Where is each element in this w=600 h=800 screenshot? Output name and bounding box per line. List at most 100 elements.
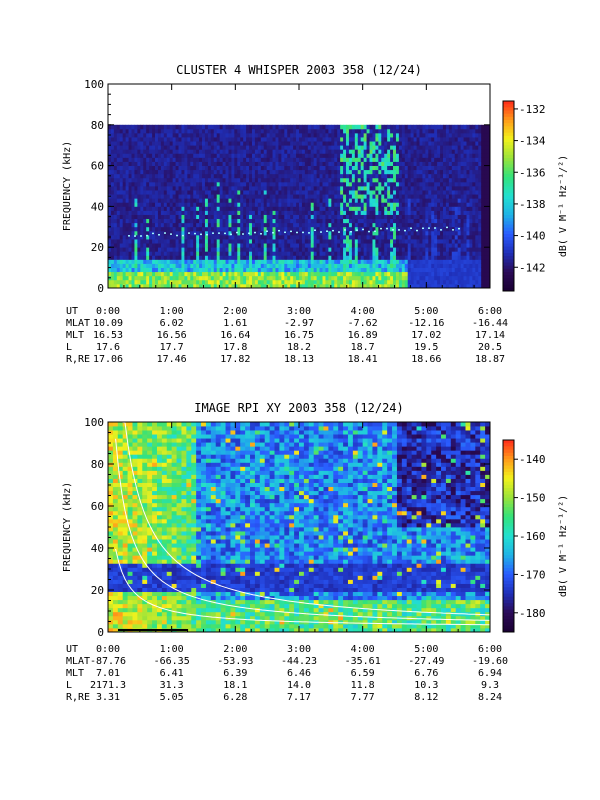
spectrogram-cell [472,255,476,260]
spectrogram-cell [196,275,200,281]
spectrogram-cell [395,186,400,191]
spectrogram-cell [454,247,459,252]
spectrogram-cell [202,210,206,215]
spectrogram-cell [149,234,153,240]
spectrogram-cell [263,132,268,138]
spectrogram-cell [116,214,121,220]
spectrogram-cell [287,141,291,146]
spectrogram-cell [466,243,470,248]
spectrogram-cell [307,214,312,220]
spectrogram-cell [378,275,382,281]
spectrogram-cell [202,190,206,195]
spectrogram-cell [187,149,191,154]
spectrogram-cell [140,202,144,207]
spectrogram-cell [125,239,129,244]
spectrogram-cell [413,239,417,244]
spectrogram-cell [110,198,115,203]
spectrogram-cell [293,169,297,175]
spectrogram-cell [166,214,171,220]
spectrogram-cell [366,145,370,150]
spectrogram-cell [155,247,159,252]
spectrogram-cell [434,165,438,171]
spectrogram-cell [216,141,221,146]
spectrogram-cell [384,263,388,268]
spectrogram-cell [193,214,197,220]
spectrogram-cell [181,128,185,134]
spectrogram-cell [425,161,429,166]
spectrogram-cell [225,141,229,146]
spectrogram-cell [190,263,194,268]
spectrogram-cell [210,145,215,150]
spectrogram-cell [451,124,456,130]
spectrogram-cell [175,255,179,260]
spectrogram-cell [419,214,423,220]
spectrogram-cell [169,275,174,281]
spectrogram-cell [296,239,300,244]
spectrogram-cell [210,271,215,277]
spectrogram-cell [234,267,238,273]
spectrogram-cell [310,173,315,179]
spectrogram-cell [146,251,150,256]
spectrogram-cell [231,222,235,228]
spectrogram-cell [246,255,250,260]
spectrogram-cell [199,141,203,146]
spectrogram-cell [457,247,462,252]
spectrogram-cell [122,190,127,195]
spectrogram-cell [152,206,156,211]
spectrogram-cell [457,239,462,244]
spectrogram-cell [175,149,179,154]
spectrogram-cell [202,230,206,236]
spectrogram-cell [410,198,414,203]
spectrogram-cell [413,124,417,130]
spectrogram-cell [384,165,388,171]
spectrogram-cell [381,263,385,268]
spectrogram-cell [231,149,235,154]
spectrogram-cell [457,177,462,183]
spectrogram-cell [202,194,206,199]
spectrogram-cell [116,218,121,224]
spectrogram-cell [193,137,197,142]
spectrogram-cell [146,259,150,264]
spectrogram-cell [325,206,329,211]
spectrogram-cell [146,149,150,154]
spectrogram-cell [181,267,185,273]
spectrogram-cell [219,161,223,166]
spectrogram-cell [404,177,409,183]
spectrogram-cell [319,153,323,158]
spectrogram-cell [228,124,232,130]
spectrogram-cell [381,251,385,256]
spectrogram-cell [451,283,456,289]
spectrogram-cell [354,206,359,211]
spectrogram-cell [152,181,156,187]
spectrogram-cell [219,153,223,158]
spectrogram-cell [237,145,241,150]
spectrogram-cell [190,145,194,150]
spectrogram-cell [351,137,356,142]
spectrogram-cell [384,124,388,130]
spectrogram-cell [134,161,138,166]
spectrogram-cell [466,255,470,260]
spectrogram-cell [234,283,238,289]
spectrogram-cell [140,169,144,175]
spectrogram-cell [451,239,456,244]
spectrogram-cell [163,190,168,195]
spectrogram-cell [204,230,209,236]
spectrogram-cell [169,153,174,158]
spectrogram-cell [419,239,423,244]
spectrogram-cell [257,132,262,138]
spectrogram-cell [263,271,268,277]
spectrogram-cell [175,194,179,199]
spectrogram-cell [146,169,150,175]
spectrogram-cell [190,283,194,289]
spectrogram-cell [363,230,367,236]
spectrogram-cell [404,124,409,130]
spectrogram-cell [213,137,218,142]
spectrogram-cell [155,222,159,228]
spectrogram-cell [451,137,456,142]
spectrogram-cell [125,210,129,215]
spectrogram-cell [299,263,303,268]
spectrogram-cell [466,124,470,130]
spectrogram-cell [219,243,223,248]
spectrogram-cell [137,222,141,228]
spectrogram-cell [428,198,432,203]
